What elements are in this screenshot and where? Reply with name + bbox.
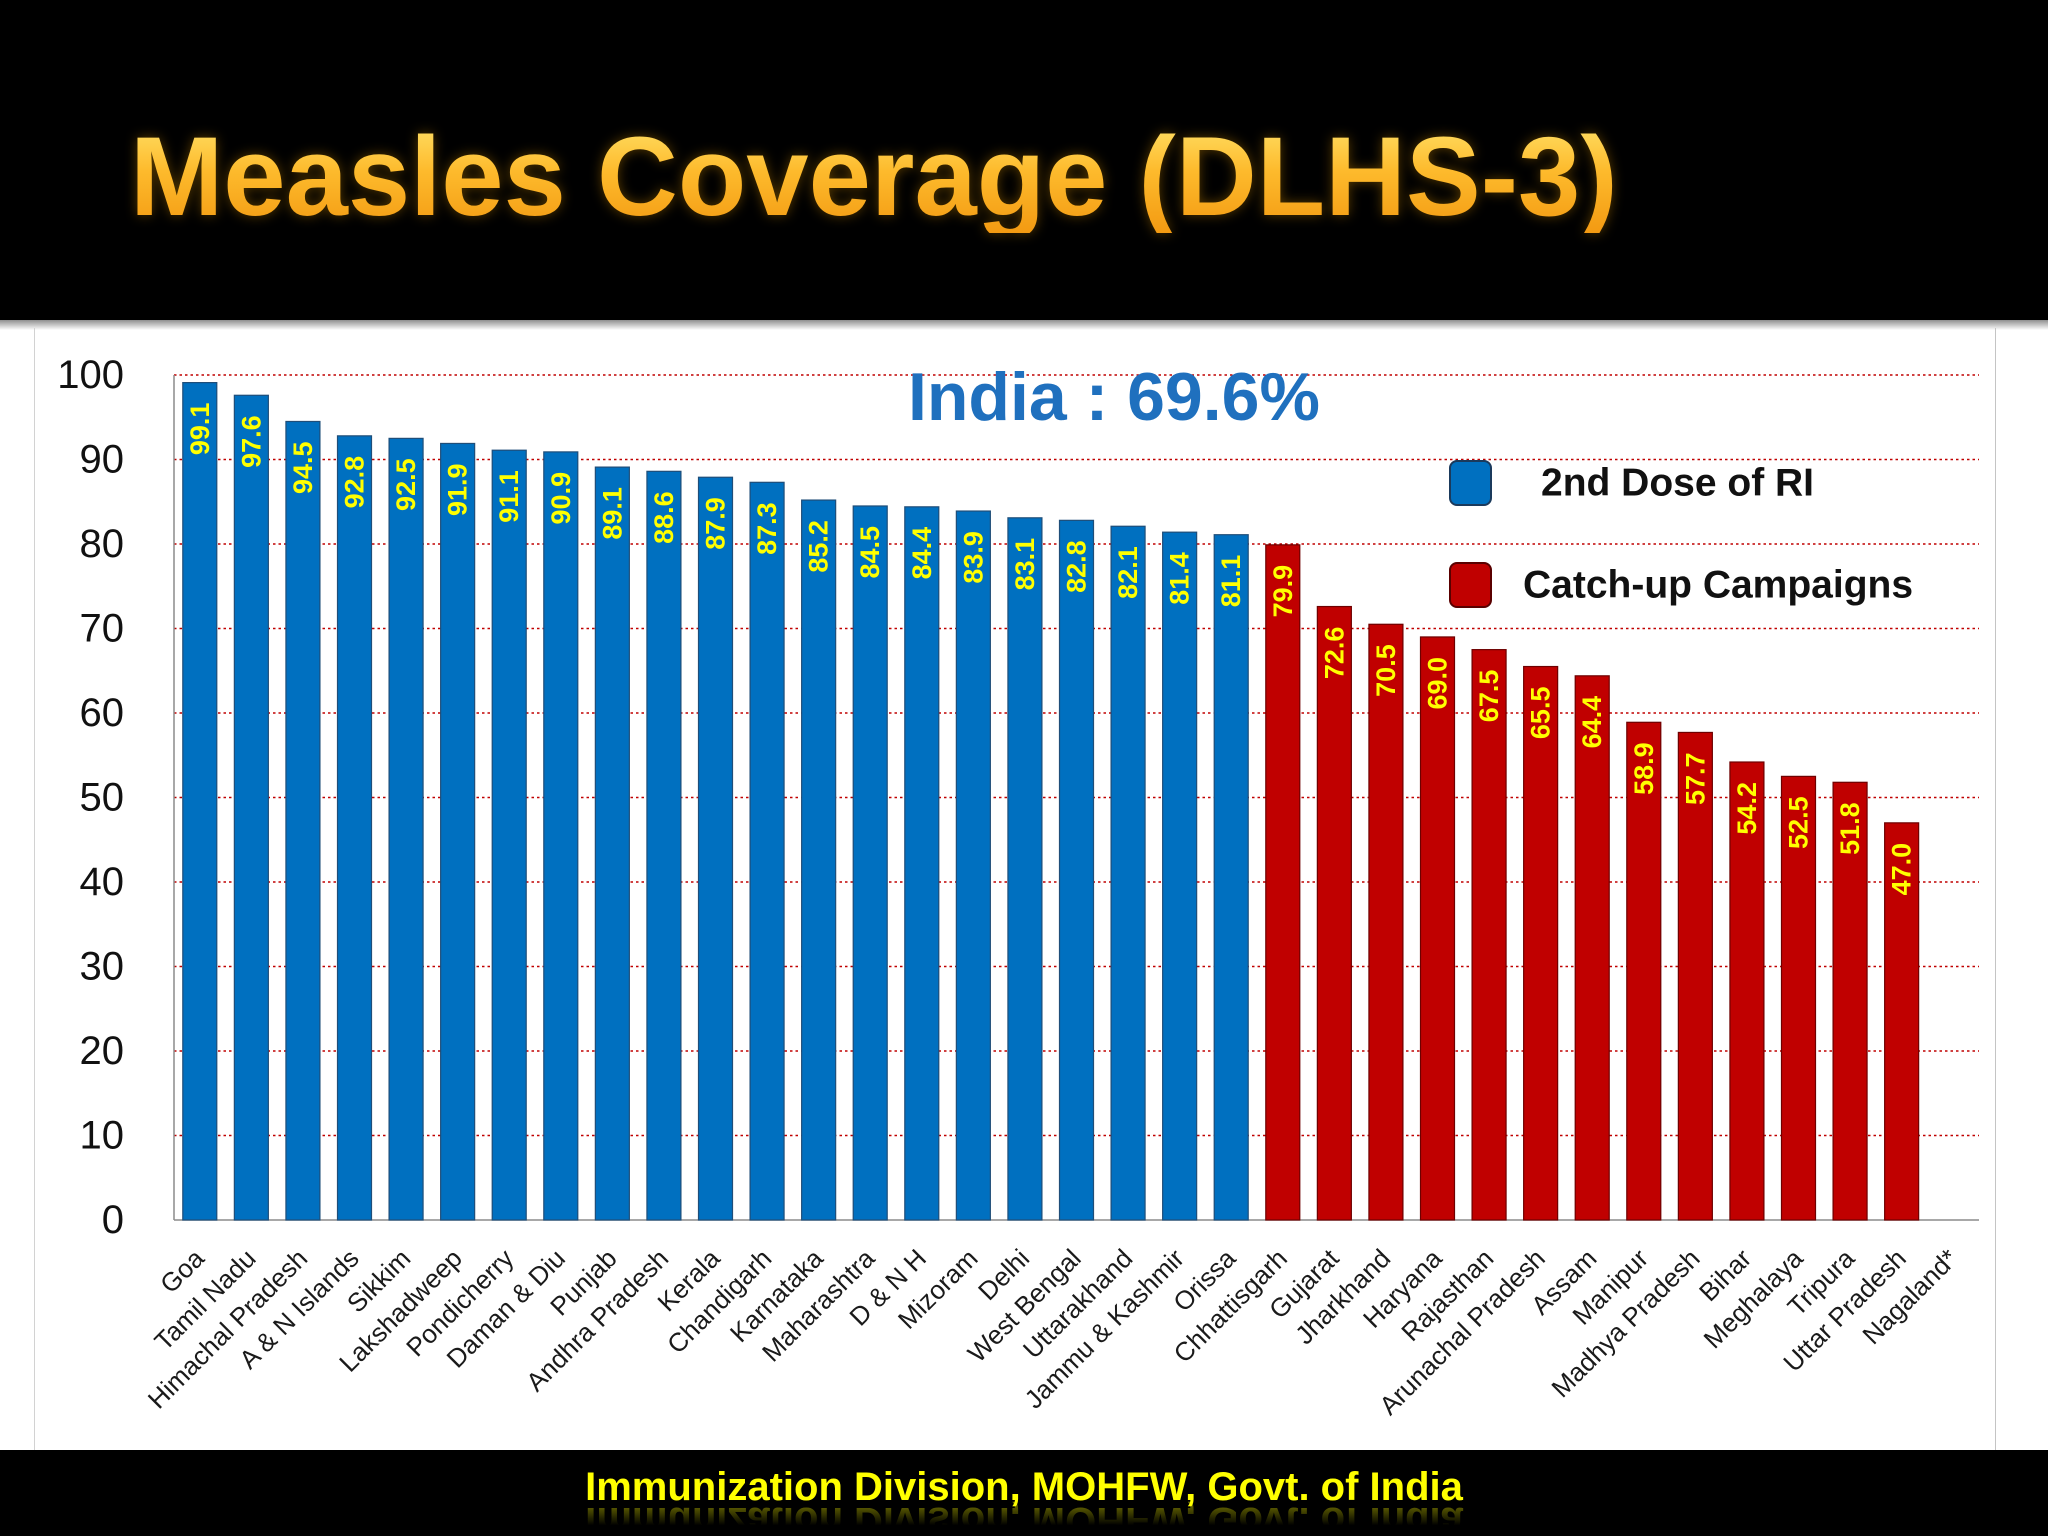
data-label-bihar: 54.2 xyxy=(1732,782,1762,835)
y-tick-label-60: 60 xyxy=(80,691,125,735)
data-label-lakshadweep: 91.9 xyxy=(443,463,473,516)
data-label-meghalaya: 52.5 xyxy=(1784,796,1814,849)
y-tick-label-80: 80 xyxy=(80,522,125,566)
data-label-madhya-pradesh: 57.7 xyxy=(1680,752,1710,805)
y-tick-label-100: 100 xyxy=(57,353,124,397)
data-label-manipur: 58.9 xyxy=(1629,742,1659,795)
bar-tamil-nadu xyxy=(233,394,269,1221)
bar-pondicherry xyxy=(491,449,527,1221)
y-tick-label-50: 50 xyxy=(80,776,125,820)
data-label-pondicherry: 91.1 xyxy=(494,470,524,523)
bar-assam xyxy=(1574,675,1610,1221)
bar-lakshadweep xyxy=(440,442,476,1221)
legend-label-2nd-dose: 2nd Dose of RI xyxy=(1541,462,1814,505)
data-label-haryana: 69.0 xyxy=(1423,657,1453,710)
data-label-delhi: 83.1 xyxy=(1010,538,1040,591)
data-label-maharashtra: 84.5 xyxy=(855,526,885,579)
y-tick-label-30: 30 xyxy=(80,945,125,989)
bar-delhi xyxy=(1007,517,1043,1221)
data-label-sikkim: 92.5 xyxy=(391,458,421,511)
data-label-daman-diu: 90.9 xyxy=(546,472,576,525)
bar-jharkhand xyxy=(1368,623,1404,1221)
y-tick-label-10: 10 xyxy=(80,1114,125,1158)
data-labels: 99.1 97.6 94.5 92.8 92.5 91.9 91.1 90.9 89.1 88.6… xyxy=(185,403,1917,896)
data-label-assam: 64.4 xyxy=(1577,696,1607,749)
bar-gujarat xyxy=(1316,605,1352,1221)
data-label-punjab: 89.1 xyxy=(597,487,627,540)
bar-haryana xyxy=(1419,636,1456,1221)
bar-chandigarh xyxy=(749,481,785,1221)
bar-goa xyxy=(182,382,218,1221)
y-tick-labels: 0 10 20 30 40 50 60 70 80 90 100 xyxy=(57,353,124,1242)
bar-daman-diu xyxy=(543,451,579,1221)
bar-punjab xyxy=(594,466,630,1221)
data-label-himachal-pradesh: 94.5 xyxy=(288,441,318,494)
data-label-chhattisgarh: 79.9 xyxy=(1268,565,1298,618)
bar-a-n-islands xyxy=(336,435,373,1221)
legend-swatch-2nd-dose xyxy=(1449,460,1492,506)
data-label-west-bengal: 82.8 xyxy=(1062,540,1092,593)
bar-rajasthan xyxy=(1471,649,1507,1221)
chart-panel xyxy=(34,328,1996,1450)
data-label-karnataka: 85.2 xyxy=(804,520,834,573)
bar-sikkim xyxy=(388,437,424,1221)
bar-chhattisgarh xyxy=(1265,544,1301,1221)
y-tick-label-70: 70 xyxy=(80,607,125,651)
data-label-mizoram: 83.9 xyxy=(958,531,988,584)
y-tick-label-90: 90 xyxy=(80,438,125,482)
y-tick-label-0: 0 xyxy=(102,1198,124,1242)
y-tick-label-20: 20 xyxy=(80,1029,125,1073)
data-label-kerala: 87.9 xyxy=(701,497,731,550)
bar-mizoram xyxy=(955,510,991,1221)
legend: 2nd Dose of RI Catch-up Campaigns xyxy=(1449,460,1913,608)
data-label-jammu-kashmir: 81.4 xyxy=(1165,552,1195,605)
data-label-a-n-islands: 92.8 xyxy=(340,456,370,509)
data-label-d-n-h: 84.4 xyxy=(907,527,937,580)
bar-uttar-pradesh xyxy=(1884,822,1920,1221)
slide-footer: Immunization Division, MOHFW, Govt. of I… xyxy=(0,1450,2048,1536)
bar-meghalaya xyxy=(1780,775,1817,1221)
data-label-gujarat: 72.6 xyxy=(1319,627,1349,680)
bar-d-n-h xyxy=(904,506,940,1221)
header-divider xyxy=(0,320,2048,330)
data-label-tripura: 51.8 xyxy=(1835,802,1865,855)
bar-himachal-pradesh xyxy=(285,420,321,1221)
bar-west-bengal xyxy=(1058,519,1095,1221)
bar-arunachal-pradesh xyxy=(1523,665,1559,1221)
bar-maharashtra xyxy=(852,505,888,1221)
legend-swatch-catch-up xyxy=(1449,562,1492,608)
data-label-arunachal-pradesh: 65.5 xyxy=(1526,687,1556,740)
data-label-uttarakhand: 82.1 xyxy=(1113,546,1143,599)
data-label-goa: 99.1 xyxy=(185,403,215,456)
data-label-rajasthan: 67.5 xyxy=(1474,670,1504,723)
data-label-uttar-pradesh: 47.0 xyxy=(1887,843,1917,896)
data-label-andhra-pradesh: 88.6 xyxy=(649,491,679,544)
bar-andhra-pradesh xyxy=(646,470,682,1221)
bar-manipur xyxy=(1626,721,1662,1221)
bar-uttarakhand xyxy=(1110,525,1146,1221)
footer-credit: Immunization Division, MOHFW, Govt. of I… xyxy=(585,1465,1463,1509)
data-label-jharkhand: 70.5 xyxy=(1371,644,1401,697)
slide-header: Measles Coverage (DLHS-3) xyxy=(0,0,2048,320)
bars xyxy=(182,382,1920,1221)
data-label-chandigarh: 87.3 xyxy=(752,502,782,555)
data-label-tamil-nadu: 97.6 xyxy=(236,415,266,468)
bar-tripura xyxy=(1832,781,1868,1221)
bar-madhya-pradesh xyxy=(1677,731,1713,1221)
national-average-annotation: India : 69.6% xyxy=(908,359,1320,435)
bar-kerala xyxy=(697,476,734,1221)
bar-bihar xyxy=(1729,761,1765,1221)
legend-label-catch-up: Catch-up Campaigns xyxy=(1523,564,1913,607)
slide-title: Measles Coverage (DLHS-3) xyxy=(130,114,1618,239)
y-tick-label-40: 40 xyxy=(80,860,125,904)
bar-orissa xyxy=(1213,534,1249,1221)
bar-karnataka xyxy=(801,499,837,1221)
data-label-orissa: 81.1 xyxy=(1216,555,1246,608)
bar-jammu-kashmir xyxy=(1162,531,1198,1221)
